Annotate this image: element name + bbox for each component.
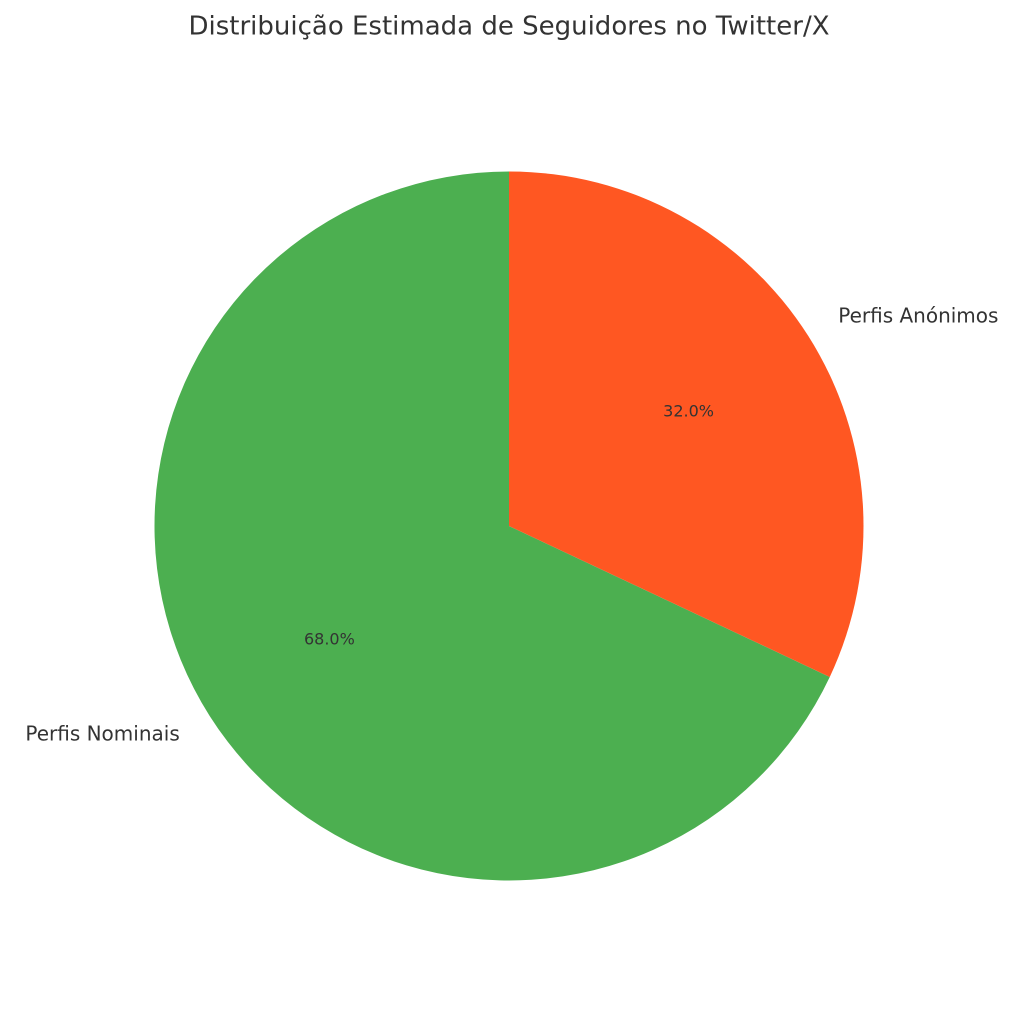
pie-slice bbox=[509, 171, 864, 677]
slice-label: Perfis Nominais bbox=[25, 721, 179, 745]
value-label: 32.0% bbox=[663, 402, 714, 421]
value-label: 68.0% bbox=[304, 629, 355, 648]
chart-title: Distribuição Estimada de Seguidores no T… bbox=[188, 12, 829, 42]
pie-slice bbox=[154, 171, 830, 881]
slice-label: Perfis Anónimos bbox=[838, 304, 998, 328]
